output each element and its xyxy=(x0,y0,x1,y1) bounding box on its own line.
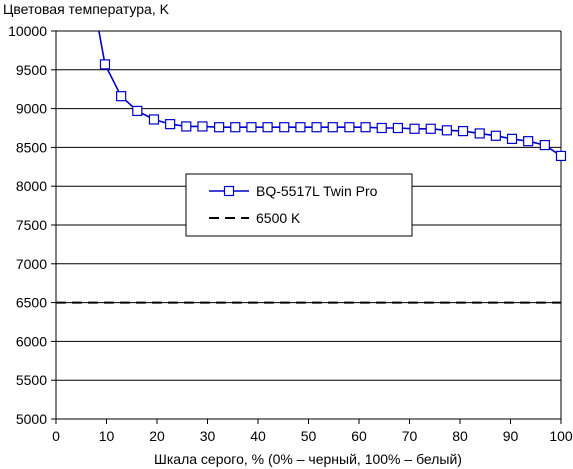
x-tick-label: 100 xyxy=(549,428,573,444)
data-point xyxy=(327,122,338,133)
x-tick-label: 30 xyxy=(200,428,216,444)
x-tick-label: 40 xyxy=(250,428,266,444)
data-point xyxy=(214,122,225,133)
y-axis-label: Цветовая температура, K xyxy=(3,1,170,17)
data-point xyxy=(425,123,436,134)
legend-label-1: 6500 K xyxy=(256,210,301,226)
data-point xyxy=(474,128,485,139)
y-tick-label: 10000 xyxy=(8,23,47,39)
data-point xyxy=(262,122,273,133)
y-tick-label: 6000 xyxy=(16,333,47,349)
data-point xyxy=(457,126,469,137)
data-point xyxy=(409,123,420,134)
y-tick-label: 9000 xyxy=(16,101,47,117)
series-layer xyxy=(56,31,567,304)
x-tick-label: 70 xyxy=(402,428,418,444)
data-point xyxy=(279,122,290,133)
y-tick-label: 5000 xyxy=(16,411,47,427)
legend-label-0: BQ-5517L Twin Pro xyxy=(256,183,378,199)
data-point xyxy=(555,150,567,162)
data-point xyxy=(376,122,387,134)
y-tick-label: 8500 xyxy=(16,139,47,155)
data-point xyxy=(392,122,403,134)
y-tick-label: 7000 xyxy=(16,256,47,272)
legend-box xyxy=(185,173,413,237)
data-point xyxy=(441,125,452,136)
x-tick-label: 80 xyxy=(452,428,468,444)
data-point xyxy=(295,122,306,133)
data-point xyxy=(165,119,176,130)
data-point xyxy=(148,114,160,125)
x-axis-label: Шкала серого, % (0% – черный, 100% – бел… xyxy=(154,451,462,467)
y-tick-label: 9500 xyxy=(16,62,47,78)
data-point xyxy=(360,122,371,133)
data-point xyxy=(490,130,501,141)
y-tick-label: 6500 xyxy=(16,295,47,311)
data-point xyxy=(181,121,192,132)
x-tick-label: 50 xyxy=(301,428,317,444)
x-tick-label: 10 xyxy=(99,428,115,444)
legend-marker-0 xyxy=(223,185,235,197)
x-tick-label: 90 xyxy=(503,428,519,444)
data-point xyxy=(99,59,111,70)
data-point xyxy=(116,91,127,102)
data-point xyxy=(523,136,534,147)
y-tick-label: 8000 xyxy=(16,178,47,194)
x-tick-label: 60 xyxy=(351,428,367,444)
x-tick-label: 20 xyxy=(149,428,165,444)
tick-labels: 5000 5500 6000 6500 7000 7500 8000 8500 9000 9500… xyxy=(8,23,573,444)
data-point xyxy=(246,122,257,133)
legend: BQ-5517L Twin Pro 6500 K xyxy=(185,173,413,237)
data-point xyxy=(506,133,518,144)
data-point xyxy=(230,122,241,133)
data-point xyxy=(197,121,208,132)
data-point xyxy=(132,105,143,117)
data-point xyxy=(311,122,322,133)
y-tick-label: 5500 xyxy=(16,372,47,388)
axes xyxy=(51,30,562,424)
data-point xyxy=(344,122,355,133)
x-tick-label: 0 xyxy=(52,428,60,444)
data-point xyxy=(539,139,550,151)
y-tick-label: 7500 xyxy=(16,217,47,233)
